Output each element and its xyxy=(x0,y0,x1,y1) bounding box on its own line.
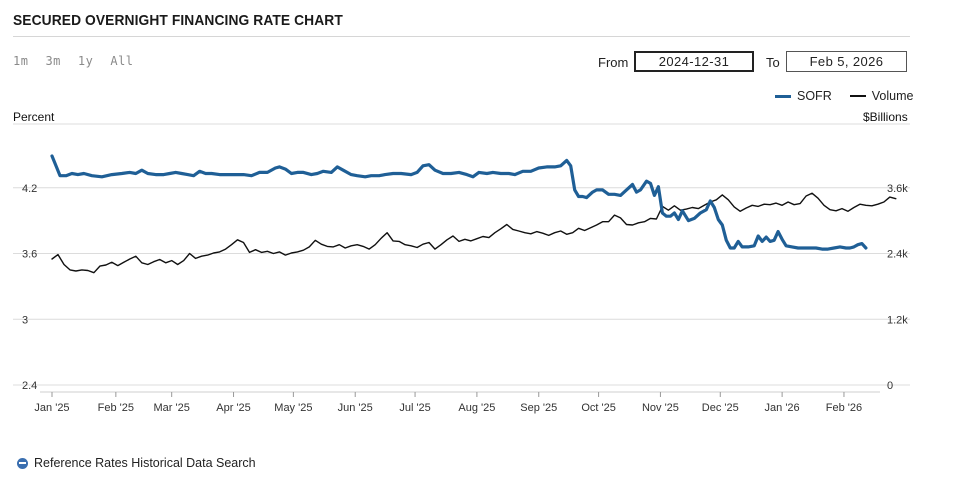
x-tick-label: Feb '26 xyxy=(826,402,862,414)
chart-series xyxy=(50,154,897,274)
x-tick-label: Dec '25 xyxy=(702,402,739,414)
x-tick-label: Jun '25 xyxy=(338,402,373,414)
left-tick-label: 4.2 xyxy=(22,183,37,195)
x-tick-label: Feb '25 xyxy=(98,402,134,414)
x-tick-label: Oct '25 xyxy=(581,402,616,414)
right-tick-label: 3.6k xyxy=(887,183,908,195)
x-tick-label: Jan '26 xyxy=(765,402,800,414)
right-axis-title: $Billions xyxy=(863,110,908,124)
page-title: SECURED OVERNIGHT FINANCING RATE CHART xyxy=(13,12,343,29)
x-axis-ticks: Jan '25 Feb '25 Mar '25 Apr '25 May '25 Jun '… xyxy=(34,392,862,414)
left-tick-label: 2.4 xyxy=(22,380,37,392)
legend-item-sofr[interactable]: SOFR xyxy=(775,89,832,103)
collapse-icon xyxy=(17,457,28,469)
x-tick-label: Jul '25 xyxy=(399,402,430,414)
series-line-volume xyxy=(51,192,897,274)
to-label: To xyxy=(766,55,780,70)
x-tick-label: Mar '25 xyxy=(154,402,190,414)
legend-label-sofr: SOFR xyxy=(797,89,832,103)
legend-item-volume[interactable]: Volume xyxy=(849,89,914,103)
title-divider xyxy=(13,36,910,37)
legend-label-volume: Volume xyxy=(871,89,914,103)
range-button-1y[interactable]: 1y xyxy=(77,54,94,68)
x-tick-label: Sep '25 xyxy=(520,402,557,414)
x-tick-label: Apr '25 xyxy=(216,402,251,414)
from-date-input[interactable]: 2024-12-31 xyxy=(634,51,754,72)
right-tick-label: 0 xyxy=(887,380,893,392)
left-axis-ticks: 4.2 3.6 3 2.4 xyxy=(22,183,37,392)
right-axis-ticks: 3.6k 2.4k 1.2k 0 xyxy=(887,183,908,392)
legend-swatch-sofr xyxy=(775,94,791,98)
range-button-1m[interactable]: 1m xyxy=(13,54,29,68)
legend-swatch-volume xyxy=(849,95,866,97)
x-tick-label: Nov '25 xyxy=(642,402,679,414)
historical-data-link-label: Reference Rates Historical Data Search xyxy=(34,456,256,470)
right-tick-label: 2.4k xyxy=(887,249,908,261)
x-tick-label: Jan '25 xyxy=(34,402,69,414)
historical-data-link[interactable]: Reference Rates Historical Data Search xyxy=(17,456,256,470)
range-button-3m[interactable]: 3m xyxy=(45,54,61,68)
chart-legend: SOFR Volume xyxy=(775,89,931,103)
right-tick-label: 1.2k xyxy=(887,314,908,326)
range-button-all[interactable]: All xyxy=(110,54,134,68)
series-line-sofr xyxy=(50,154,868,251)
x-tick-label: Aug '25 xyxy=(458,402,495,414)
left-axis-title: Percent xyxy=(13,110,55,124)
from-label: From xyxy=(598,55,629,70)
to-date-input[interactable]: Feb 5, 2026 xyxy=(786,51,907,72)
chart-grid xyxy=(13,123,910,393)
range-button-group: 1m 3m 1y All xyxy=(13,54,134,68)
left-tick-label: 3.6 xyxy=(22,249,37,261)
x-tick-label: May '25 xyxy=(274,402,312,414)
left-tick-label: 3 xyxy=(22,314,28,326)
